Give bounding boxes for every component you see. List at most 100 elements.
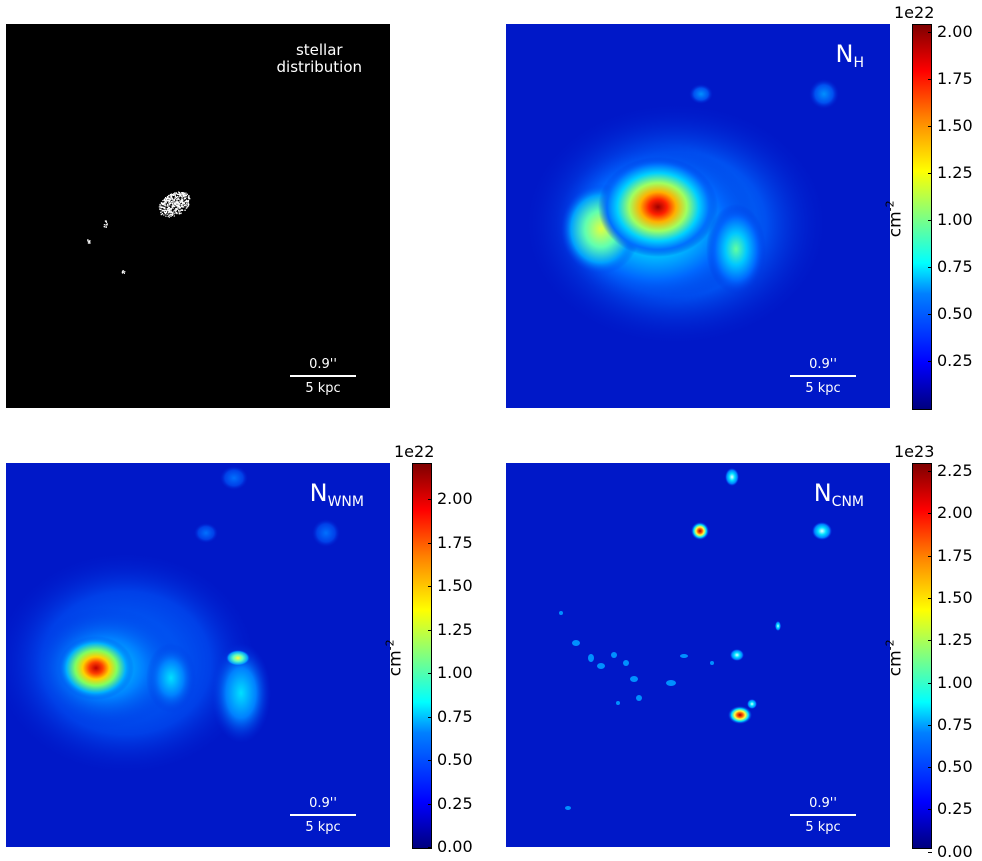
star-point xyxy=(159,203,161,206)
unit-base: cm xyxy=(885,650,906,677)
star-point xyxy=(175,208,177,210)
star-point xyxy=(176,208,179,210)
star-point xyxy=(88,242,90,244)
scale-bar-line xyxy=(290,375,356,377)
colorbar-tick-label: 0.75 xyxy=(937,714,973,734)
star-point xyxy=(170,213,172,216)
scale-bar-distance: 5 kpc xyxy=(805,381,841,396)
star-point xyxy=(167,205,169,207)
scale-bar-distance: 5 kpc xyxy=(805,820,841,835)
stellar-label-line1: stellar xyxy=(295,41,343,59)
colorbar-unit: cm-2 xyxy=(384,639,406,676)
star-point xyxy=(178,201,180,203)
star-point xyxy=(170,212,172,214)
star-point xyxy=(173,204,175,206)
colorbar-tick-mark xyxy=(928,314,932,315)
colorbar-tick-label: 1.25 xyxy=(937,163,973,182)
star-point xyxy=(163,207,165,210)
star-point xyxy=(173,193,175,195)
star-point xyxy=(87,240,89,242)
scale-bar-angle: 0.9'' xyxy=(309,357,337,372)
nh-map-panel: NH 0.9'' 5 kpc xyxy=(506,24,890,408)
star-point xyxy=(186,207,188,209)
star-point xyxy=(182,192,184,194)
star-point xyxy=(172,199,174,201)
star-point xyxy=(173,210,175,212)
unit-sup: -2 xyxy=(883,200,897,212)
star-point xyxy=(173,199,176,201)
star-point xyxy=(172,211,174,213)
star-point xyxy=(180,195,182,197)
star-point xyxy=(183,202,186,204)
star-point xyxy=(183,194,185,196)
star-point xyxy=(168,202,170,204)
star-point xyxy=(179,201,181,203)
star-point xyxy=(176,202,178,204)
colorbar-tick-mark xyxy=(428,542,432,544)
star-point xyxy=(172,206,174,208)
star-point xyxy=(165,213,167,215)
colorbar-tick-label: 0.75 xyxy=(937,257,973,276)
star-point xyxy=(175,205,177,207)
star-point xyxy=(178,212,180,214)
star-point xyxy=(105,224,107,226)
star-point xyxy=(181,197,183,199)
star-point xyxy=(161,203,163,205)
colorbar-tick-mark xyxy=(928,851,932,853)
star-point xyxy=(181,209,183,211)
colorbar-tick-mark xyxy=(928,220,932,221)
star-point xyxy=(165,198,167,200)
colorbar-tick-mark xyxy=(928,555,932,557)
scale-bar: 0.9'' 5 kpc xyxy=(290,796,356,835)
star-point xyxy=(167,206,169,209)
star-point xyxy=(174,194,176,196)
star-point xyxy=(163,207,165,209)
star-point xyxy=(171,212,173,214)
colorbar-tick-label: 1.00 xyxy=(437,663,473,682)
star-point xyxy=(160,205,162,207)
star-point xyxy=(176,212,178,215)
colorbar-tick-mark xyxy=(928,809,932,811)
star-point xyxy=(166,209,168,211)
star-point xyxy=(171,211,173,213)
colorbar-unit: cm-2 xyxy=(884,639,906,676)
star-point xyxy=(175,201,177,203)
colorbar-tick-label: 0.25 xyxy=(437,793,473,813)
star-point xyxy=(169,197,171,199)
star-point xyxy=(174,202,176,204)
star-point xyxy=(176,201,178,203)
star-point xyxy=(189,198,191,200)
star-point xyxy=(184,197,187,199)
colorbar-tick-label: 2.25 xyxy=(937,461,973,480)
star-point xyxy=(164,210,166,212)
star-point xyxy=(170,193,172,195)
colorbar-tick-mark xyxy=(428,803,432,805)
star-point xyxy=(186,193,188,195)
colorbar-tick-mark xyxy=(428,716,432,718)
star-point xyxy=(169,210,171,212)
star-point xyxy=(171,214,173,216)
star-point xyxy=(187,205,189,207)
star-point xyxy=(174,209,176,212)
star-point xyxy=(123,271,125,273)
star-point xyxy=(172,204,174,207)
colorbar-tick-label: 1.75 xyxy=(937,545,973,565)
star-point xyxy=(174,197,176,199)
colorbar-tick-mark xyxy=(428,499,432,500)
star-point xyxy=(183,204,185,207)
star-point xyxy=(169,208,171,210)
star-point xyxy=(180,193,182,195)
star-point xyxy=(187,197,190,199)
star-point xyxy=(179,206,181,208)
star-point xyxy=(179,200,181,202)
star-point xyxy=(163,202,165,205)
star-point xyxy=(176,198,178,201)
colorbar-tick-label: 0.00 xyxy=(937,841,973,861)
colorbar-tick-label: 1.25 xyxy=(437,619,473,639)
title-main: N xyxy=(835,40,854,68)
star-point xyxy=(177,197,179,199)
star-point xyxy=(165,209,167,211)
star-point xyxy=(104,226,106,228)
star-point xyxy=(106,224,108,226)
star-point xyxy=(166,199,168,201)
